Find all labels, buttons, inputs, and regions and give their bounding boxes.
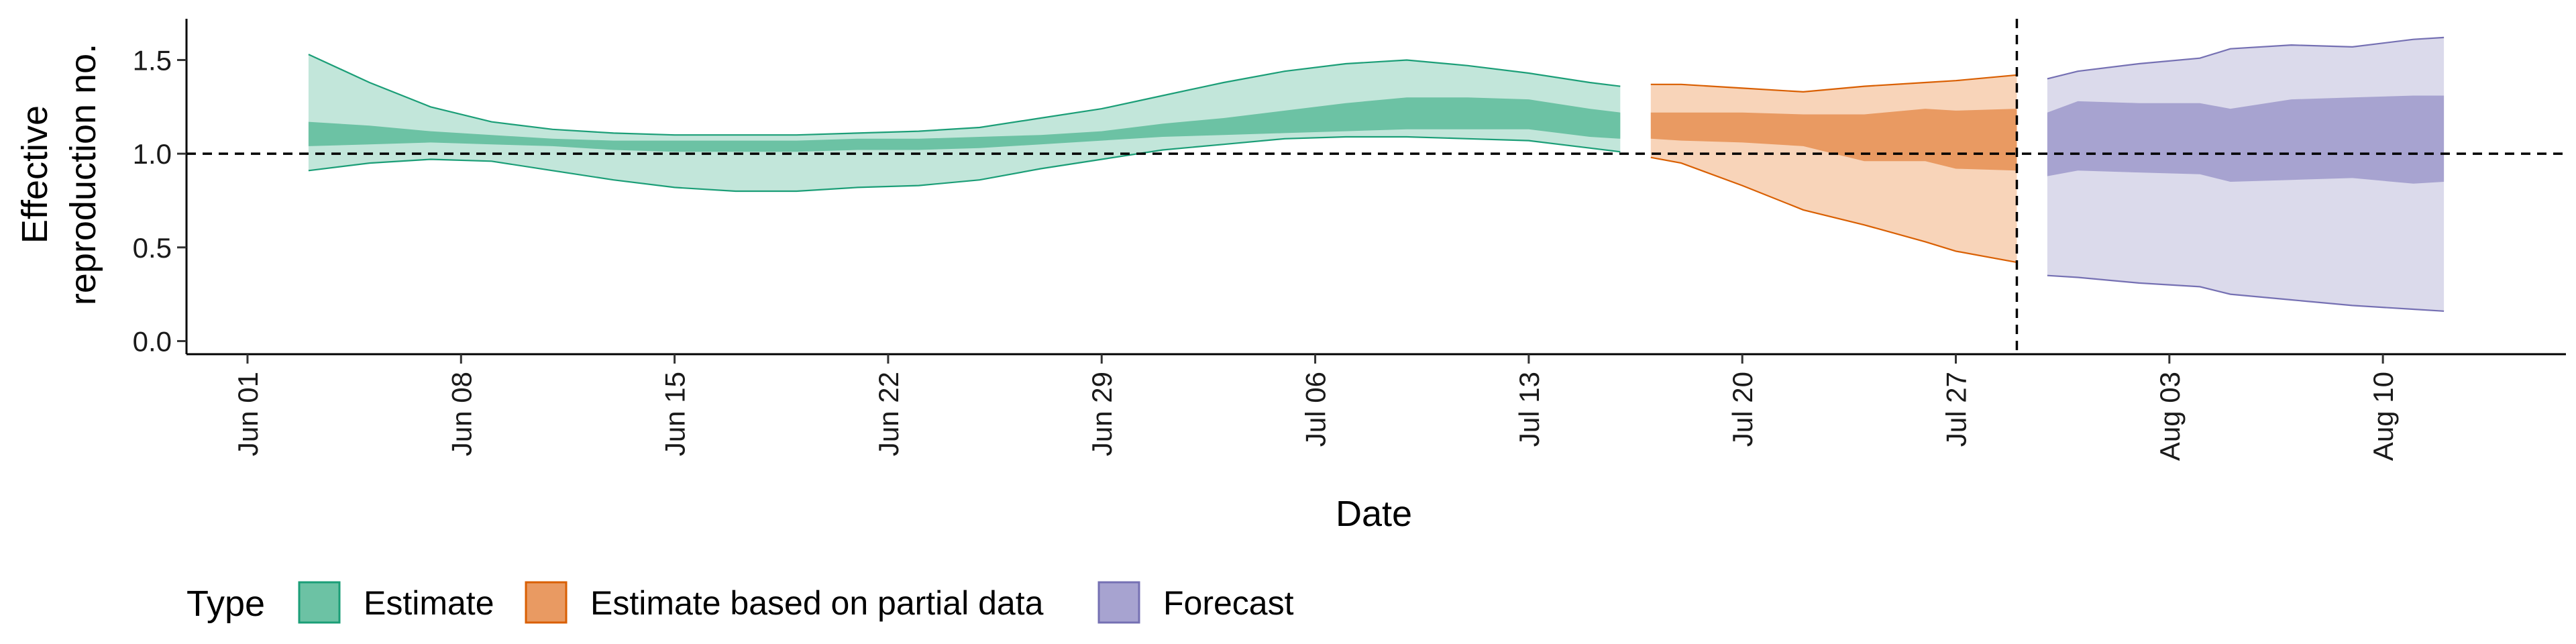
x-tick-label: Jul 13: [1513, 372, 1545, 447]
x-tick-label: Aug 10: [2367, 372, 2399, 461]
x-tick-label: Jul 27: [1941, 372, 1972, 447]
tick-labels: 0.0 0.5 1.0 1.5 Jun 01 Jun 08 Jun 15 Jun 22 Jun …: [133, 44, 2400, 461]
legend-label: Estimate based on partial data: [590, 584, 1044, 622]
legend-label: Forecast: [1163, 584, 1294, 622]
y-tick-label: 0.5: [133, 232, 172, 264]
y-axis-title-line-2: reproduction no.: [63, 44, 103, 305]
y-axis-title-line-1: Effective: [15, 105, 55, 244]
ribbon-layer: [308, 36, 2445, 312]
forecast-lower-edge: [2047, 274, 2445, 312]
x-tick-label: Jun 01: [232, 372, 264, 456]
estimate-based-on-partial-data-lower-edge: [1650, 156, 2017, 264]
x-tick-label: Jul 06: [1300, 372, 1332, 447]
legend-title: Type: [186, 584, 265, 624]
y-tick-label: 0.0: [133, 325, 172, 357]
legend: Type Estimate Estimate based on partial d…: [186, 581, 1294, 624]
forecast-inner-band: [2047, 95, 2445, 184]
estimate-based-on-partial-data-upper-edge: [1650, 74, 2017, 93]
legend-label: Estimate: [364, 584, 494, 622]
x-axis-title: Date: [1336, 494, 1412, 534]
estimate-upper-edge: [308, 54, 1621, 136]
legend-swatch: [1097, 581, 1140, 624]
y-tick-label: 1.5: [133, 44, 172, 76]
x-tick-label: Jun 15: [659, 372, 691, 456]
estimate-inner-band: [308, 97, 1621, 152]
x-tick-label: Jun 29: [1086, 372, 1118, 456]
reference-lines: [186, 19, 2566, 354]
legend-swatch: [525, 581, 568, 624]
estimate-outer-band: [308, 54, 1621, 191]
x-tick-label: Aug 03: [2154, 372, 2186, 461]
x-tick-label: Jun 08: [445, 372, 477, 456]
y-tick-label: 1.0: [133, 138, 172, 170]
estimate-lower-edge: [308, 136, 1621, 193]
x-tick-label: Jul 20: [1727, 372, 1758, 447]
legend-swatch: [298, 581, 341, 624]
estimate-based-on-partial-data-inner-band: [1650, 109, 2017, 171]
forecast-upper-edge: [2047, 36, 2445, 80]
x-tick-label: Jun 22: [873, 372, 904, 456]
